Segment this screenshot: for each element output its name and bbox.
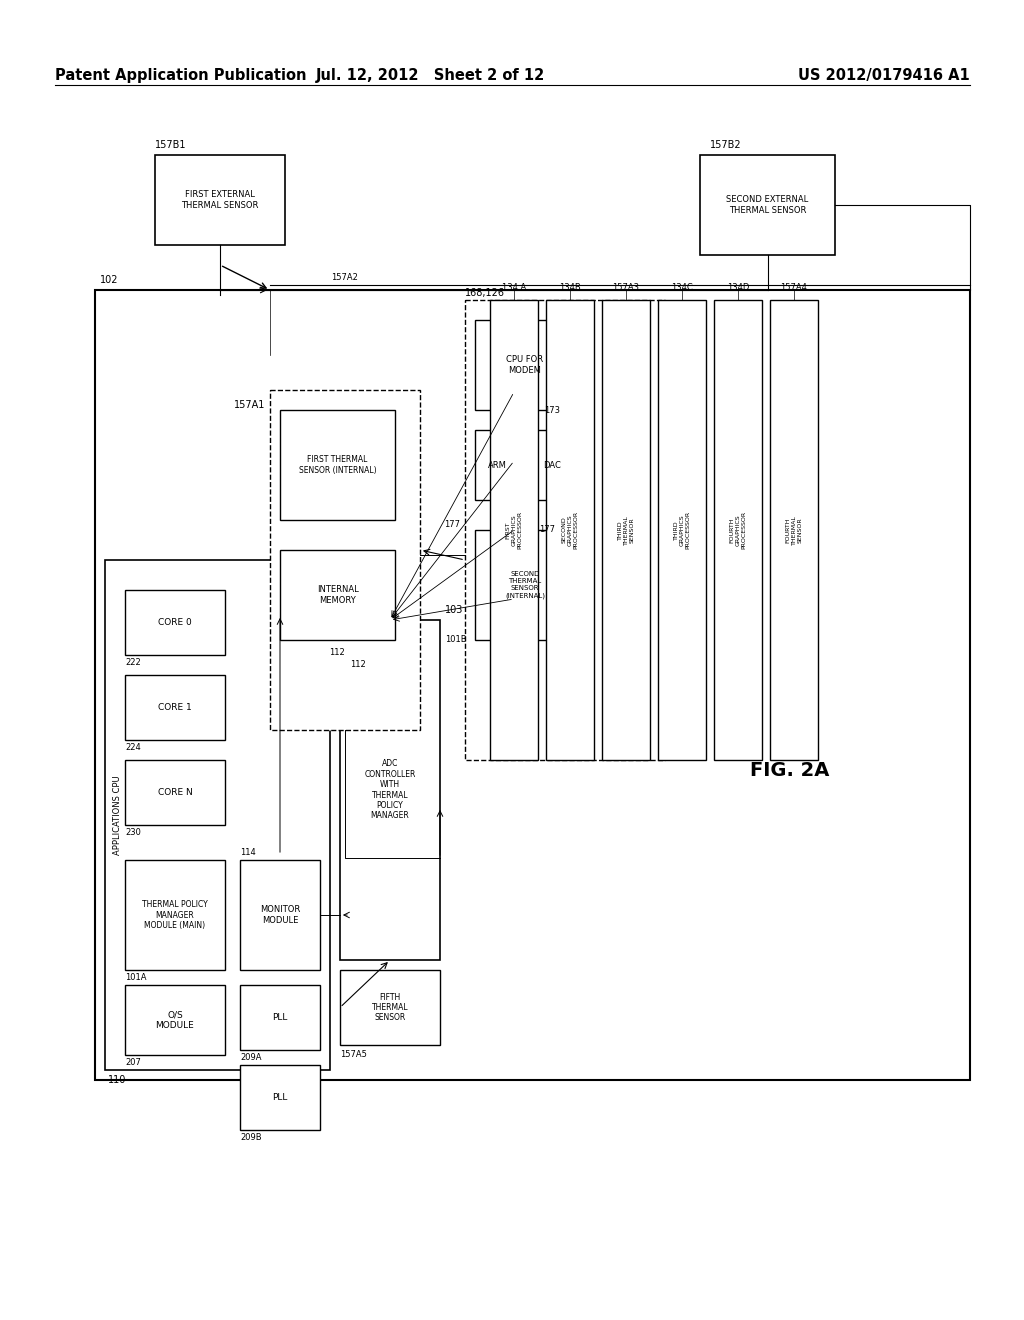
Bar [530, 430, 575, 500]
Text: APPLICATIONS CPU: APPLICATIONS CPU [113, 775, 122, 855]
Text: 177: 177 [539, 525, 555, 535]
Text: 157A2: 157A2 [332, 273, 358, 282]
Text: 209A: 209A [240, 1053, 261, 1063]
Text: 157B2: 157B2 [710, 140, 741, 150]
Text: 110: 110 [108, 1074, 126, 1085]
Text: 101A: 101A [125, 973, 146, 982]
Text: Patent Application Publication: Patent Application Publication [55, 69, 306, 83]
Text: FOURTH
THERMAL
SENSOR: FOURTH THERMAL SENSOR [785, 515, 802, 545]
Text: 209B: 209B [240, 1133, 261, 1142]
Text: 134B: 134B [559, 282, 581, 292]
Bar [340, 620, 440, 960]
Bar [546, 300, 594, 760]
Bar [280, 411, 395, 520]
Text: FIRST THERMAL
SENSOR (INTERNAL): FIRST THERMAL SENSOR (INTERNAL) [299, 455, 376, 475]
Text: FIRST EXTERNAL
THERMAL SENSOR: FIRST EXTERNAL THERMAL SENSOR [181, 190, 259, 210]
Text: CORE N: CORE N [158, 788, 193, 797]
Bar [95, 290, 970, 1080]
Text: SECOND
THERMAL
SENSOR
(INTERNAL): SECOND THERMAL SENSOR (INTERNAL) [505, 572, 545, 599]
Bar [475, 531, 575, 640]
Text: SECOND
GRAPHICS
PROCESSOR: SECOND GRAPHICS PROCESSOR [562, 511, 579, 549]
Text: MONITOR
MODULE: MONITOR MODULE [260, 906, 300, 925]
Bar [240, 985, 319, 1049]
Bar [270, 389, 420, 730]
Bar [475, 430, 520, 500]
Bar [155, 154, 285, 246]
Text: 134 A: 134 A [502, 282, 526, 292]
Bar [280, 550, 395, 640]
Text: 173: 173 [544, 407, 560, 414]
Text: 157A4: 157A4 [780, 282, 808, 292]
Text: 157A3: 157A3 [612, 282, 640, 292]
Text: THIRD
THERMAL
SENSOR: THIRD THERMAL SENSOR [617, 515, 634, 545]
Text: FIRST
GRAPHICS
PROCESSOR: FIRST GRAPHICS PROCESSOR [506, 511, 522, 549]
Bar [475, 319, 575, 411]
Text: 134D: 134D [727, 282, 750, 292]
Text: CORE 1: CORE 1 [158, 704, 191, 711]
Bar [125, 861, 225, 970]
Text: 230: 230 [125, 828, 141, 837]
Text: O/S
MODULE: O/S MODULE [156, 1010, 195, 1030]
Text: 112: 112 [329, 648, 345, 657]
Text: 177: 177 [444, 520, 460, 529]
Text: ARM: ARM [488, 461, 507, 470]
Bar [105, 560, 330, 1071]
Text: PLL: PLL [272, 1093, 288, 1102]
Text: PLL: PLL [272, 1012, 288, 1022]
Text: FIG. 2A: FIG. 2A [751, 760, 829, 780]
Text: THIRD
GRAPHICS
PROCESSOR: THIRD GRAPHICS PROCESSOR [674, 511, 690, 549]
Text: CPU FOR
MODEM: CPU FOR MODEM [507, 355, 544, 375]
Text: DAC: DAC [544, 461, 561, 470]
Bar [125, 760, 225, 825]
Text: ADC
CONTROLLER
WITH
THERMAL
POLICY
MANAGER: ADC CONTROLLER WITH THERMAL POLICY MANAG… [365, 759, 416, 821]
Bar [240, 861, 319, 970]
Text: 112: 112 [350, 660, 366, 669]
Text: 168,126: 168,126 [465, 288, 505, 298]
Bar [465, 300, 665, 760]
Text: 157A1: 157A1 [233, 400, 265, 411]
Text: 102: 102 [100, 275, 119, 285]
Bar [658, 300, 706, 760]
Text: 224: 224 [125, 743, 140, 752]
Bar [602, 300, 650, 760]
Text: 103: 103 [445, 605, 464, 615]
Text: Jul. 12, 2012   Sheet 2 of 12: Jul. 12, 2012 Sheet 2 of 12 [315, 69, 545, 83]
Text: 157A5: 157A5 [340, 1049, 367, 1059]
Text: US 2012/0179416 A1: US 2012/0179416 A1 [799, 69, 970, 83]
Text: 157B1: 157B1 [155, 140, 186, 150]
Text: INTERNAL
MEMORY: INTERNAL MEMORY [316, 585, 358, 605]
Text: FOURTH
GRAPHICS
PROCESSOR: FOURTH GRAPHICS PROCESSOR [730, 511, 746, 549]
Text: 101B: 101B [445, 635, 467, 644]
Bar [240, 1065, 319, 1130]
Text: 207: 207 [125, 1059, 141, 1067]
Bar [125, 590, 225, 655]
Text: 114: 114 [240, 847, 256, 857]
Bar [125, 985, 225, 1055]
Text: CORE 0: CORE 0 [158, 618, 191, 627]
Bar [770, 300, 818, 760]
Bar [714, 300, 762, 760]
Text: 134C: 134C [671, 282, 693, 292]
Text: FIFTH
THERMAL
SENSOR: FIFTH THERMAL SENSOR [372, 993, 409, 1023]
Bar [700, 154, 835, 255]
Bar [125, 675, 225, 741]
Bar [490, 300, 538, 760]
Text: SECOND EXTERNAL
THERMAL SENSOR: SECOND EXTERNAL THERMAL SENSOR [726, 195, 809, 215]
Text: 222: 222 [125, 657, 140, 667]
Text: THERMAL POLICY
MANAGER
MODULE (MAIN): THERMAL POLICY MANAGER MODULE (MAIN) [142, 900, 208, 929]
Bar [340, 970, 440, 1045]
